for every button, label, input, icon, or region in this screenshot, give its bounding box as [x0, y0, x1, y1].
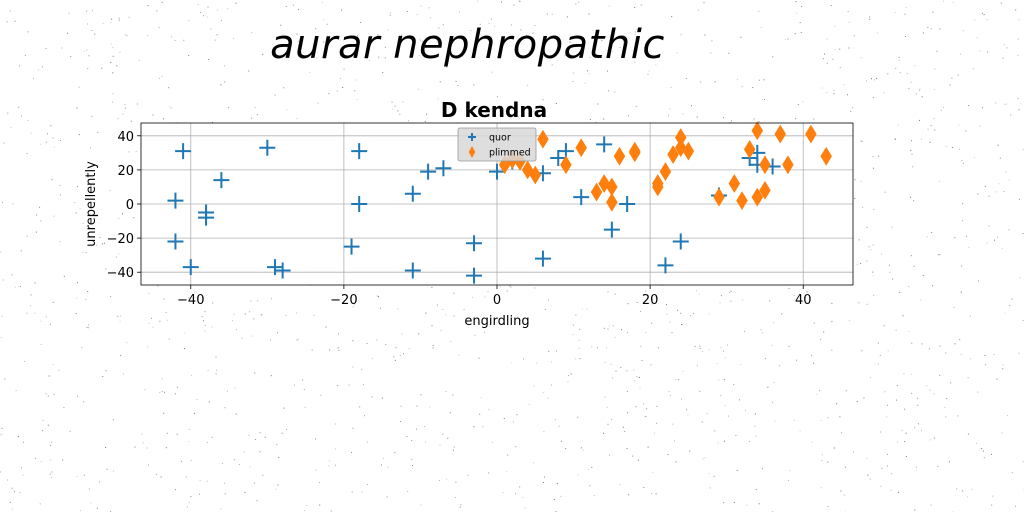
data-point-quor	[534, 250, 551, 267]
legend-label-quor: quor	[489, 133, 511, 144]
data-point-quor	[175, 143, 192, 160]
data-point-quor	[435, 160, 452, 177]
data-point-plimmed	[759, 180, 771, 200]
y-axis-label: unrepellently	[84, 161, 99, 247]
data-point-plimmed	[575, 138, 588, 158]
data-point-plimmed	[743, 139, 756, 159]
data-point-plimmed	[805, 124, 817, 144]
data-point-quor	[167, 192, 184, 209]
y-tick-label: −20	[107, 232, 134, 247]
y-tick-label: 20	[117, 164, 134, 179]
data-point-plimmed	[606, 192, 618, 212]
data-point-plimmed	[820, 146, 832, 166]
y-tick-label: −40	[107, 266, 134, 281]
data-point-plimmed	[751, 121, 764, 141]
legend-box	[457, 127, 537, 162]
data-point-plimmed	[560, 155, 572, 175]
data-point-quor	[351, 196, 368, 212]
data-point-quor	[550, 149, 567, 166]
data-point-quor	[213, 172, 230, 189]
y-tick-label: 0	[126, 198, 134, 213]
data-point-plimmed	[728, 174, 741, 194]
data-point-plimmed	[736, 191, 748, 211]
data-point-quor	[603, 221, 620, 238]
data-point-quor	[404, 262, 421, 279]
data-point-quor	[404, 185, 421, 202]
data-point-quor	[167, 233, 184, 250]
data-point-quor	[351, 143, 368, 160]
x-tick-label: −20	[330, 293, 357, 308]
data-point-quor	[266, 259, 283, 276]
data-point-plimmed	[537, 129, 549, 149]
legend-marker-plimmed	[468, 145, 476, 159]
data-point-plimmed	[682, 141, 695, 161]
data-point-quor	[672, 233, 689, 250]
data-point-plimmed	[713, 187, 725, 207]
data-point-plimmed	[774, 124, 787, 144]
y-tick-label: 40	[117, 130, 134, 145]
data-point-plimmed	[613, 146, 626, 166]
legend-label-plimmed: plimmed	[489, 148, 531, 159]
legend-marker-quor	[468, 133, 476, 141]
data-point-quor	[489, 163, 505, 180]
data-point-quor	[619, 196, 636, 212]
data-point-quor	[596, 136, 613, 153]
data-point-plimmed	[590, 182, 603, 202]
x-tick-label: 40	[795, 293, 812, 308]
data-point-quor	[466, 267, 483, 284]
figure-suptitle: aurar nephropathic	[270, 22, 665, 68]
data-point-quor	[573, 189, 590, 206]
chart-title: D kendna	[441, 98, 547, 122]
data-point-plimmed	[782, 155, 794, 175]
data-point-quor	[657, 257, 674, 274]
x-axis-label: engirdling	[464, 314, 529, 329]
data-point-quor	[420, 163, 437, 180]
data-point-quor	[466, 235, 483, 252]
axes-frame	[140, 122, 854, 286]
data-point-quor	[198, 209, 215, 226]
x-tick-label: −40	[177, 293, 204, 308]
data-point-quor	[182, 259, 199, 276]
x-tick-label: 0	[493, 293, 501, 308]
data-point-plimmed	[629, 143, 641, 163]
x-tick-label: 20	[642, 293, 659, 308]
data-point-quor	[343, 238, 360, 255]
data-point-plimmed	[529, 165, 542, 185]
grid	[141, 123, 853, 285]
data-point-plimmed	[667, 145, 679, 165]
data-point-plimmed	[751, 187, 764, 207]
legend: quor plimmed	[457, 127, 537, 162]
data-point-plimmed	[651, 174, 664, 194]
data-point-quor	[274, 262, 291, 279]
data-point-plimmed	[659, 162, 672, 182]
data-point-plimmed	[598, 174, 610, 194]
data-point-plimmed	[521, 160, 534, 180]
data-point-plimmed	[759, 155, 771, 175]
data-point-quor	[259, 139, 276, 156]
